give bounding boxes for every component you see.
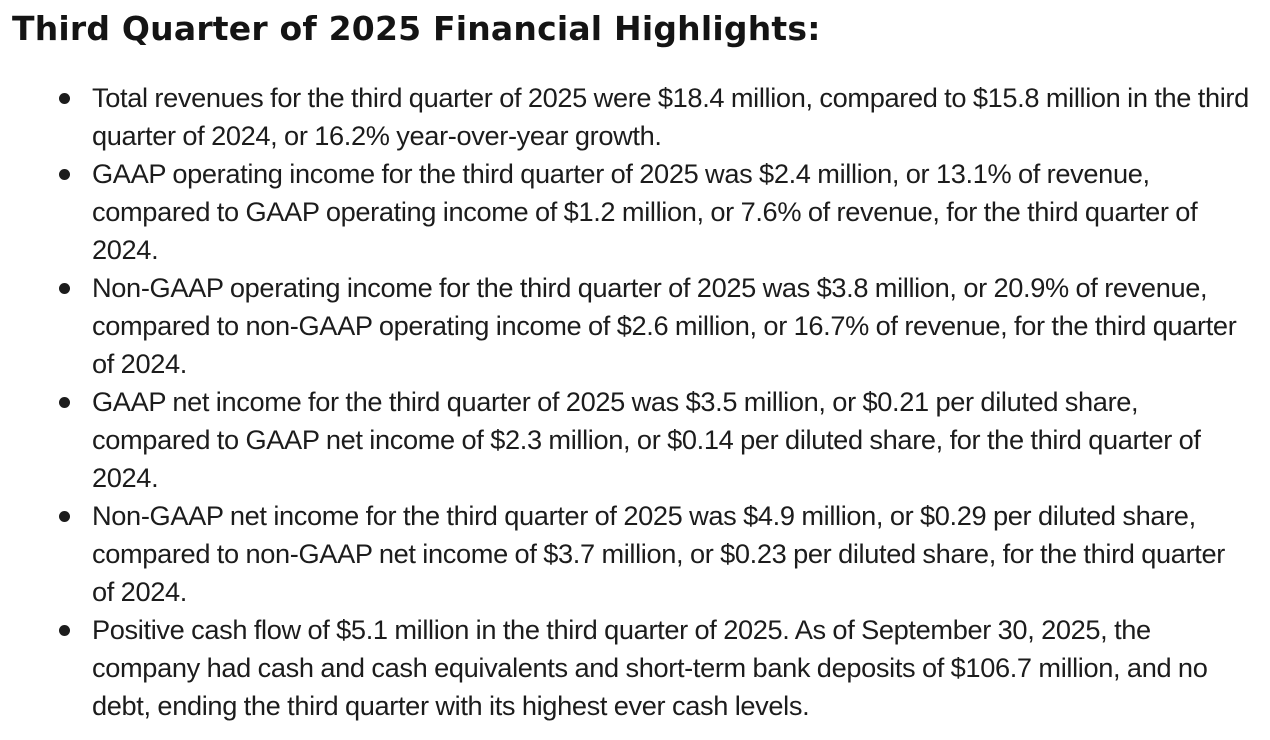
highlight-text: Non-GAAP net income for the third quarte… (92, 500, 1225, 607)
bullet-icon (59, 93, 70, 104)
bullet-icon (59, 397, 70, 408)
highlight-cash-flow: Positive cash flow of $5.1 million in th… (12, 611, 1270, 725)
bullet-icon (59, 169, 70, 180)
highlight-non-gaap-operating-income: Non-GAAP operating income for the third … (12, 269, 1270, 383)
highlight-text: Non-GAAP operating income for the third … (92, 272, 1237, 379)
bullet-icon (59, 283, 70, 294)
page-title: Third Quarter of 2025 Financial Highligh… (12, 9, 821, 48)
highlight-text: GAAP net income for the third quarter of… (92, 386, 1201, 493)
highlight-text: GAAP operating income for the third quar… (92, 158, 1198, 265)
highlight-gaap-net-income: GAAP net income for the third quarter of… (12, 383, 1270, 497)
highlight-text: Total revenues for the third quarter of … (92, 82, 1249, 151)
highlights-list: Total revenues for the third quarter of … (12, 79, 1270, 725)
highlight-total-revenues: Total revenues for the third quarter of … (12, 79, 1270, 155)
bullet-icon (59, 625, 70, 636)
highlight-gaap-operating-income: GAAP operating income for the third quar… (12, 155, 1270, 269)
highlight-text: Positive cash flow of $5.1 million in th… (92, 614, 1208, 721)
highlight-non-gaap-net-income: Non-GAAP net income for the third quarte… (12, 497, 1270, 611)
bullet-icon (59, 511, 70, 522)
